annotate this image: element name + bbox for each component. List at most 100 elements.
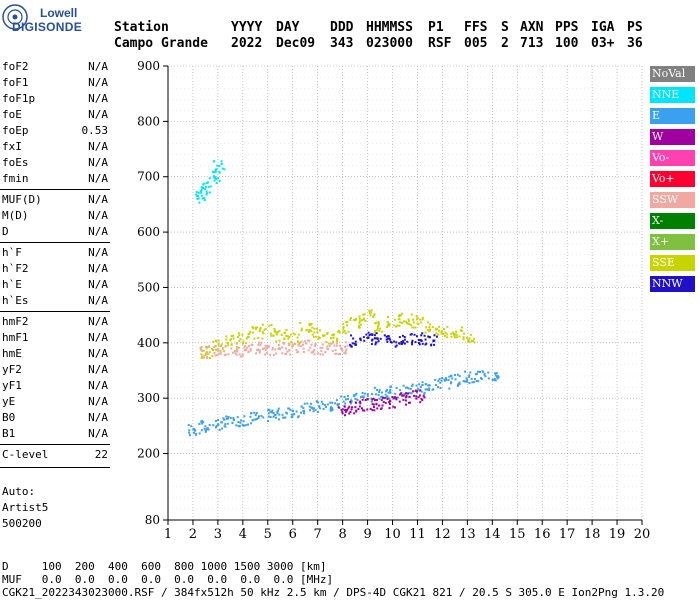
param-value: N/A <box>88 262 108 275</box>
data-point-ssw <box>289 353 292 356</box>
data-point-sse <box>426 321 429 324</box>
data-point-sse <box>217 342 220 345</box>
data-point-sse <box>247 335 250 338</box>
data-point-ssw <box>324 351 327 354</box>
data-point-sse <box>262 332 265 335</box>
data-point-w <box>348 405 351 408</box>
data-point-nnw <box>365 333 368 336</box>
data-point-e <box>281 413 284 416</box>
data-point-w <box>386 397 389 400</box>
data-point-e <box>387 391 390 394</box>
data-point-w <box>372 403 375 406</box>
data-point-e <box>454 378 457 381</box>
data-point-sse <box>325 341 328 344</box>
data-point-sse <box>401 312 404 315</box>
data-point-nnw <box>366 336 369 339</box>
data-point-e <box>246 423 249 426</box>
data-point-e <box>409 387 412 390</box>
data-point-e <box>389 388 392 391</box>
data-point-w <box>405 396 408 399</box>
data-point-e <box>463 380 466 383</box>
data-point-sse <box>397 318 400 321</box>
param-name: foE <box>2 108 22 121</box>
data-point-e <box>473 381 476 384</box>
data-point-nnw <box>355 343 358 346</box>
data-point-ssw <box>339 352 342 355</box>
data-point-w <box>357 407 360 410</box>
param-value: N/A <box>88 427 108 440</box>
data-point-ssw <box>302 350 305 353</box>
data-point-sse <box>437 333 440 336</box>
data-point-nnw <box>401 334 404 337</box>
data-point-sse <box>292 332 295 335</box>
data-point-w <box>415 397 418 400</box>
data-point-ssw <box>258 350 261 353</box>
data-point-ssw <box>243 346 246 349</box>
data-point-nnw <box>389 340 392 343</box>
data-point-e <box>421 381 424 384</box>
data-point-ssw <box>250 343 253 346</box>
val-ddd: 343 <box>330 36 354 51</box>
data-point-nnw <box>386 340 389 343</box>
hdr-yyyy: YYYY <box>231 20 263 35</box>
data-point-w <box>373 399 376 402</box>
data-point-e <box>226 422 229 425</box>
data-point-ssw <box>207 353 210 356</box>
data-point-sse <box>287 337 290 340</box>
data-point-sse <box>412 321 415 324</box>
data-point-sse <box>442 333 445 336</box>
data-point-e <box>232 416 235 419</box>
data-point-e <box>343 395 346 398</box>
data-point-w <box>417 396 420 399</box>
data-point-e <box>477 380 480 383</box>
hdr-ps: PS <box>627 20 643 35</box>
data-point-ssw <box>309 346 312 349</box>
data-point-e <box>378 397 381 400</box>
data-point-e <box>272 415 275 418</box>
data-point-sse <box>338 330 341 333</box>
data-point-e <box>282 416 285 419</box>
data-point-e <box>424 388 427 391</box>
data-point-nne <box>197 197 200 200</box>
data-point-nne <box>205 182 208 185</box>
data-point-e <box>474 373 477 376</box>
data-point-e <box>415 384 418 387</box>
data-point-sse <box>393 318 396 321</box>
data-point-e <box>225 417 228 420</box>
data-point-e <box>257 417 260 420</box>
data-point-e <box>326 403 329 406</box>
data-point-ssw <box>243 349 246 352</box>
data-point-e <box>239 421 242 424</box>
data-point-e <box>202 421 205 424</box>
data-point-nnw <box>351 342 354 345</box>
data-point-w <box>376 407 379 410</box>
data-point-nne <box>201 197 204 200</box>
data-point-sse <box>220 345 223 348</box>
data-point-sse <box>369 312 372 315</box>
data-point-e <box>306 402 309 405</box>
data-point-e <box>428 384 431 387</box>
data-point-e <box>431 388 434 391</box>
data-point-nnw <box>430 343 433 346</box>
data-point-e <box>473 377 476 380</box>
data-point-e <box>262 416 265 419</box>
data-point-sse <box>377 321 380 324</box>
data-point-sse <box>284 331 287 334</box>
data-point-sse <box>434 328 437 331</box>
data-point-nnw <box>432 339 435 342</box>
data-point-e <box>375 389 378 392</box>
data-point-e <box>435 383 438 386</box>
data-point-e <box>192 431 195 434</box>
data-point-e <box>373 386 376 389</box>
data-point-e <box>487 377 490 380</box>
param-value: N/A <box>88 193 108 206</box>
x-tick-label: 15 <box>509 527 526 542</box>
data-point-sse <box>285 334 288 337</box>
param-row: hmF1 N/A <box>0 331 110 346</box>
data-point-w <box>400 392 403 395</box>
data-point-sse <box>217 339 220 342</box>
data-point-sse <box>358 320 361 323</box>
data-point-nnw <box>374 343 377 346</box>
data-point-sse <box>358 317 361 320</box>
data-point-sse <box>379 327 382 330</box>
